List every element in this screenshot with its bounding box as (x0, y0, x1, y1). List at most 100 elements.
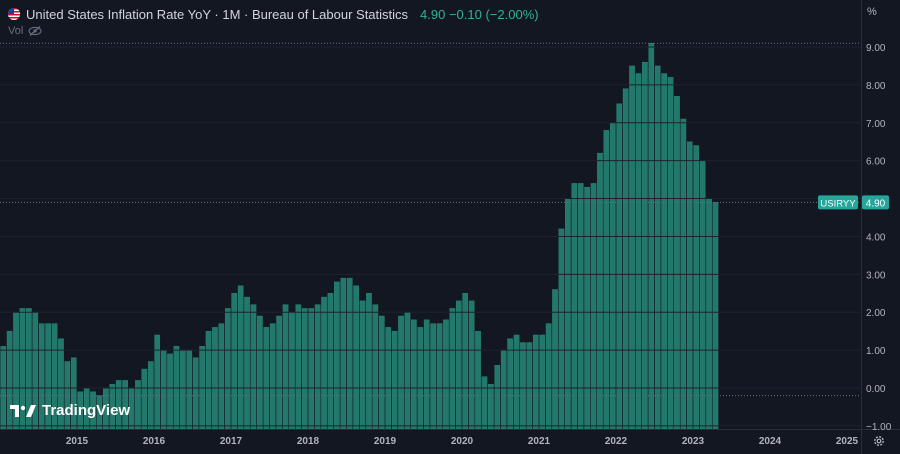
bar[interactable] (545, 323, 552, 434)
bar[interactable] (0, 346, 7, 434)
bar[interactable] (321, 296, 327, 434)
bar[interactable] (26, 308, 32, 434)
bar[interactable] (443, 319, 449, 434)
bar[interactable] (642, 61, 648, 434)
bar[interactable] (378, 315, 385, 434)
bar[interactable] (257, 315, 263, 434)
bar[interactable] (494, 365, 501, 434)
bar[interactable] (122, 380, 128, 434)
bar[interactable] (180, 349, 186, 434)
bar[interactable] (699, 160, 706, 434)
y-axis[interactable]: −1.000.001.002.003.004.005.006.007.008.0… (866, 43, 892, 433)
bar[interactable] (609, 122, 616, 434)
bar[interactable] (173, 346, 180, 434)
bar[interactable] (308, 308, 315, 434)
volume-toggle[interactable]: Vol (8, 24, 42, 38)
bar[interactable] (462, 293, 469, 434)
bar[interactable] (282, 304, 289, 434)
bar[interactable] (686, 141, 693, 434)
bar[interactable] (346, 277, 353, 434)
bar[interactable] (135, 380, 141, 434)
tradingview-logo[interactable]: TradingView (10, 402, 130, 419)
bar[interactable] (218, 323, 225, 434)
bar[interactable] (295, 304, 302, 434)
bar[interactable] (468, 300, 475, 434)
bar[interactable] (500, 349, 507, 434)
bar[interactable] (231, 293, 238, 434)
bar[interactable] (455, 300, 462, 434)
bar[interactable] (147, 361, 154, 434)
bar[interactable] (154, 334, 161, 434)
bar[interactable] (212, 327, 218, 434)
bar[interactable] (674, 96, 680, 434)
bar[interactable] (417, 327, 424, 434)
bar[interactable] (507, 338, 513, 434)
bar[interactable] (436, 323, 443, 434)
bar[interactable] (51, 323, 58, 434)
bar[interactable] (577, 183, 584, 434)
bar[interactable] (64, 361, 71, 434)
bar[interactable] (661, 73, 667, 434)
bar[interactable] (635, 73, 642, 434)
bar[interactable] (327, 293, 334, 434)
bar[interactable] (411, 319, 417, 434)
x-axis[interactable]: 2015 2016 2017 2018 2019 2020 2021 2022 2023 2024… (66, 436, 859, 447)
bar[interactable] (667, 77, 674, 434)
bar[interactable] (77, 391, 84, 434)
bar[interactable] (404, 312, 411, 434)
bar[interactable] (237, 285, 244, 434)
bar[interactable] (167, 353, 173, 434)
bar[interactable] (680, 118, 687, 434)
bar[interactable] (334, 281, 340, 434)
bar[interactable] (250, 304, 257, 434)
bar[interactable] (269, 323, 276, 434)
series-legend[interactable]: United States Inflation Rate YoY · 1M · … (8, 5, 539, 23)
bar[interactable] (706, 198, 712, 434)
bar[interactable] (115, 380, 122, 434)
bar[interactable] (590, 183, 597, 434)
bar[interactable] (276, 315, 282, 434)
bar[interactable] (160, 349, 167, 434)
bar[interactable] (584, 186, 590, 434)
bar[interactable] (423, 319, 430, 434)
bar[interactable] (629, 65, 635, 434)
bar[interactable] (597, 152, 603, 434)
bar[interactable] (565, 198, 571, 434)
bar[interactable] (648, 43, 655, 434)
bar[interactable] (263, 327, 270, 434)
bar[interactable] (38, 323, 45, 434)
eye-crossed-icon[interactable] (28, 26, 42, 36)
bar[interactable] (70, 357, 77, 434)
bar[interactable] (398, 315, 404, 434)
bar[interactable] (532, 334, 539, 434)
bar[interactable] (353, 285, 359, 434)
bar[interactable] (488, 384, 494, 434)
bar[interactable] (449, 308, 456, 434)
bar[interactable] (385, 327, 392, 434)
bar[interactable] (199, 346, 205, 434)
bar[interactable] (603, 130, 610, 434)
bar[interactable] (109, 384, 116, 434)
bar[interactable] (19, 308, 26, 434)
bar[interactable] (301, 308, 308, 434)
bar[interactable] (45, 323, 51, 434)
bar[interactable] (558, 228, 565, 434)
bar[interactable] (616, 103, 623, 434)
bar[interactable] (539, 334, 546, 434)
bar[interactable] (430, 323, 436, 434)
settings-gear-icon[interactable] (873, 435, 885, 447)
bar[interactable] (481, 376, 488, 434)
bar[interactable] (186, 349, 193, 434)
bar[interactable] (513, 334, 520, 434)
bar[interactable] (58, 338, 64, 434)
bar[interactable] (475, 330, 481, 434)
bar[interactable] (90, 391, 96, 434)
bar[interactable] (571, 183, 578, 434)
bar[interactable] (141, 368, 148, 434)
bar[interactable] (622, 88, 629, 434)
bar[interactable] (552, 289, 558, 434)
bar[interactable] (224, 308, 231, 434)
bar[interactable] (6, 330, 13, 434)
bar[interactable] (693, 145, 700, 434)
bar[interactable] (340, 277, 347, 434)
